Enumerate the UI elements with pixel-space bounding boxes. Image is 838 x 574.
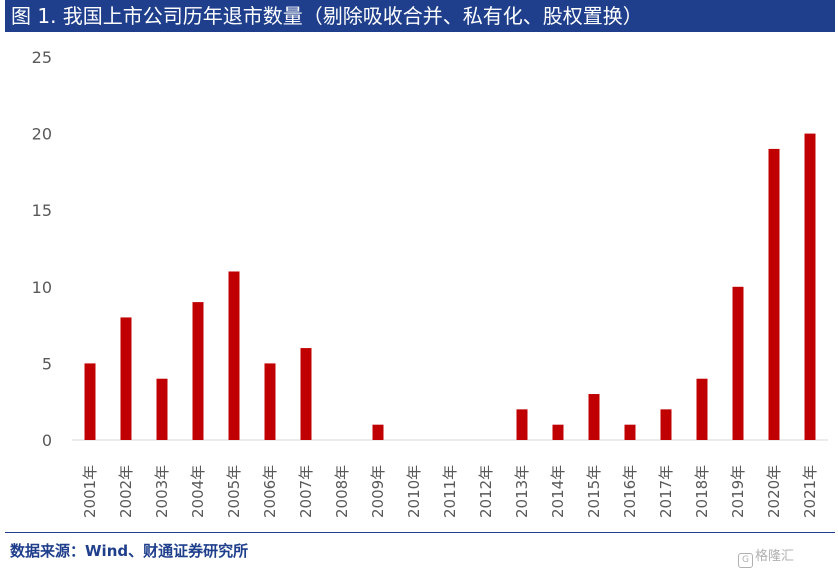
x-tick-label: 2009年 — [369, 465, 387, 518]
y-tick-label: 15 — [32, 201, 52, 220]
y-tick-label: 25 — [32, 48, 52, 67]
x-tick-label: 2013年 — [513, 465, 531, 518]
x-tick-label: 2001年 — [81, 465, 99, 518]
bar — [732, 286, 744, 440]
bar — [264, 363, 276, 440]
bar — [768, 148, 780, 441]
chart-title-bar: 图 1. 我国上市公司历年退市数量（剔除吸收合并、私有化、股权置换） — [5, 0, 835, 32]
x-tick-label: 2021年 — [801, 465, 819, 518]
x-tick-label: 2016年 — [621, 465, 639, 518]
x-tick-label: 2003年 — [153, 465, 171, 518]
x-tick-label: 2010年 — [405, 465, 423, 518]
bar — [588, 394, 600, 440]
x-tick-label: 2008年 — [333, 465, 351, 518]
watermark: G 格隆汇 — [738, 545, 794, 568]
x-tick-label: 2020年 — [765, 465, 783, 518]
bar — [552, 424, 564, 440]
y-tick-label: 20 — [32, 125, 52, 144]
bar — [156, 378, 168, 440]
source-divider — [5, 532, 835, 533]
y-tick-label: 10 — [32, 278, 52, 297]
watermark-text: 格隆汇 — [755, 549, 795, 564]
bar — [372, 424, 384, 440]
y-tick-label: 0 — [42, 431, 52, 450]
y-tick-label: 5 — [42, 354, 52, 373]
bar — [192, 302, 204, 440]
x-tick-label: 2014年 — [549, 465, 567, 518]
x-tick-label: 2017年 — [657, 465, 675, 518]
x-tick-label: 2019年 — [729, 465, 747, 518]
bar-chart: 0 5 10 15 20 25 2001年 2002年 2003年 2004年 2005年 2006年… — [32, 48, 828, 518]
bar — [228, 271, 240, 440]
figure-title: 图 1. 我国上市公司历年退市数量（剔除吸收合并、私有化、股权置换） — [11, 4, 643, 28]
bar — [516, 409, 528, 440]
data-source: 数据来源：Wind、财通证券研究所 — [10, 542, 249, 560]
bar — [696, 378, 708, 440]
x-tick-label: 2015年 — [585, 465, 603, 518]
x-tick-label: 2005年 — [225, 465, 243, 518]
bar — [660, 409, 672, 440]
x-tick-label: 2012年 — [477, 465, 495, 518]
bar — [300, 348, 312, 440]
watermark-logo-icon: G — [738, 553, 753, 568]
x-tick-label: 2002年 — [117, 465, 135, 518]
x-tick-label: 2011年 — [441, 465, 459, 518]
x-tick-label: 2018年 — [693, 465, 711, 518]
bar — [120, 317, 132, 440]
x-tick-label: 2006年 — [261, 465, 279, 518]
bar — [624, 424, 636, 440]
bar — [804, 133, 816, 440]
x-tick-label: 2004年 — [189, 465, 207, 518]
bar — [84, 363, 96, 440]
x-tick-label: 2007年 — [297, 465, 315, 518]
